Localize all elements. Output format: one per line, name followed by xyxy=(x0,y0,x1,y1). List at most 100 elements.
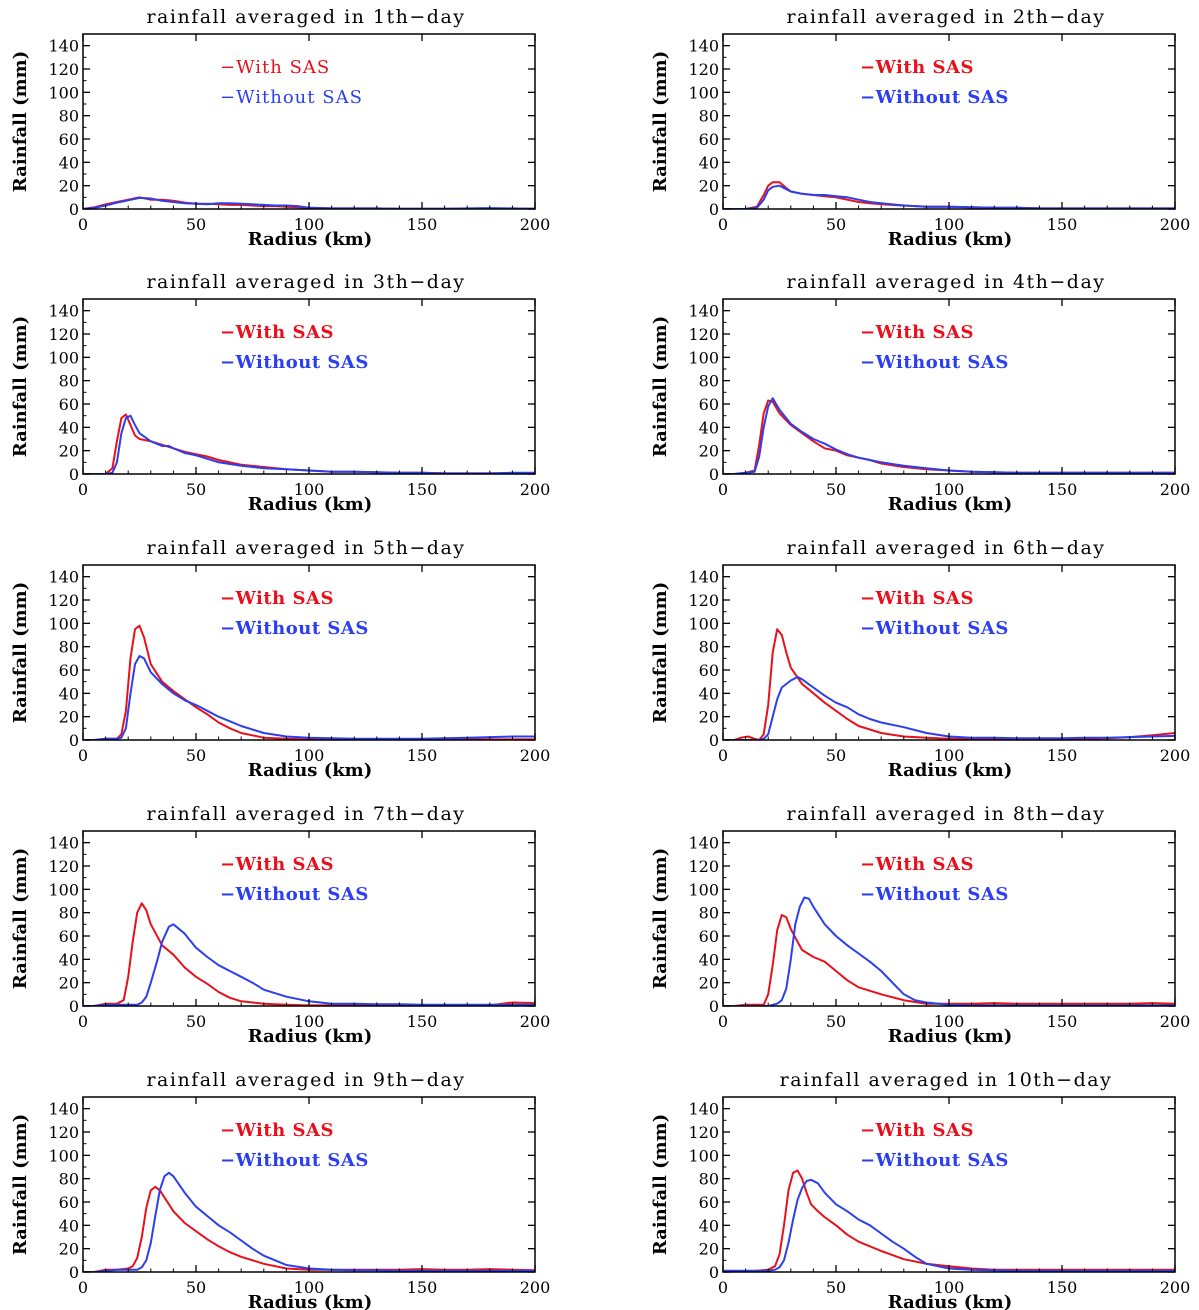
x-tick-label: 200 xyxy=(520,1012,551,1031)
x-axis-label: Radius (km) xyxy=(248,1292,373,1310)
legend-entry-without-sas: −Without SAS xyxy=(860,618,1009,639)
x-tick-label: 150 xyxy=(407,1278,438,1297)
x-tick-label: 150 xyxy=(1047,1278,1078,1297)
y-tick-label: 0 xyxy=(709,465,719,484)
x-tick-label: 50 xyxy=(826,1012,846,1031)
legend-entry-with-sas: −With SAS xyxy=(220,57,330,78)
y-tick-label: 0 xyxy=(69,997,79,1016)
x-axis-label: Radius (km) xyxy=(888,494,1013,515)
x-tick-label: 100 xyxy=(294,1012,325,1031)
y-tick-label: 140 xyxy=(688,37,719,56)
legend-entry-with-sas: −With SAS xyxy=(220,588,334,609)
y-tick-label: 120 xyxy=(48,325,79,344)
y-axis-label: Rainfall (mm) xyxy=(10,582,31,723)
y-tick-label: 140 xyxy=(688,302,719,321)
x-tick-label: 200 xyxy=(520,746,551,765)
legend-entry-without-sas: −Without SAS xyxy=(860,884,1009,905)
x-tick-label: 100 xyxy=(294,1278,325,1297)
x-tick-label: 50 xyxy=(186,746,206,765)
legend-entry-without-sas: −Without SAS xyxy=(220,1150,369,1171)
legend-entry-with-sas: −With SAS xyxy=(860,57,974,78)
y-tick-label: 0 xyxy=(709,200,719,219)
y-tick-label: 40 xyxy=(699,950,719,969)
x-tick-label: 200 xyxy=(520,480,551,499)
y-tick-label: 0 xyxy=(69,465,79,484)
series-line-with-sas xyxy=(723,399,1175,474)
legend-entry-with-sas: −With SAS xyxy=(220,854,334,875)
y-tick-label: 40 xyxy=(59,1216,79,1235)
chart-title: rainfall averaged in 2th−day xyxy=(786,6,1105,28)
chart-title: rainfall averaged in 9th−day xyxy=(146,1069,465,1091)
y-tick-label: 140 xyxy=(688,568,719,587)
x-axis-label: Radius (km) xyxy=(248,494,373,515)
y-tick-label: 40 xyxy=(699,418,719,437)
x-tick-label: 50 xyxy=(186,1012,206,1031)
y-tick-label: 80 xyxy=(59,1170,79,1189)
x-tick-label: 150 xyxy=(407,480,438,499)
x-tick-label: 0 xyxy=(718,480,728,499)
chart-title: rainfall averaged in 7th−day xyxy=(146,803,465,825)
y-axis-label: Rainfall (mm) xyxy=(650,1114,671,1255)
y-tick-label: 120 xyxy=(48,591,79,610)
legend-entry-without-sas: −Without SAS xyxy=(220,352,369,373)
x-axis-label: Radius (km) xyxy=(888,229,1013,250)
x-axis-label: Radius (km) xyxy=(888,1026,1013,1047)
chart-title: rainfall averaged in 1th−day xyxy=(146,6,465,28)
x-tick-label: 50 xyxy=(826,215,846,234)
chart-title: rainfall averaged in 10th−day xyxy=(780,1069,1113,1091)
series-line-with-sas xyxy=(83,902,535,1006)
y-tick-label: 100 xyxy=(48,614,79,633)
y-tick-label: 140 xyxy=(48,37,79,56)
series-line-without-sas xyxy=(723,896,1175,1006)
y-tick-label: 120 xyxy=(688,325,719,344)
x-tick-label: 0 xyxy=(78,480,88,499)
y-tick-label: 0 xyxy=(69,1263,79,1282)
y-axis-label: Rainfall (mm) xyxy=(10,316,31,457)
y-tick-label: 140 xyxy=(48,302,79,321)
legend-entry-with-sas: −With SAS xyxy=(220,1120,334,1141)
series-line-without-sas xyxy=(83,414,535,474)
legend-entry-with-sas: −With SAS xyxy=(220,322,334,343)
y-axis-label: Rainfall (mm) xyxy=(650,316,671,457)
x-tick-label: 0 xyxy=(718,1278,728,1297)
x-tick-label: 100 xyxy=(934,1278,965,1297)
y-axis-label: Rainfall (mm) xyxy=(650,51,671,192)
y-tick-label: 20 xyxy=(59,708,79,727)
y-tick-label: 20 xyxy=(699,442,719,461)
x-tick-label: 50 xyxy=(186,1278,206,1297)
legend-entry-with-sas: −With SAS xyxy=(860,588,974,609)
x-tick-label: 0 xyxy=(78,1012,88,1031)
y-tick-label: 100 xyxy=(48,348,79,367)
y-tick-label: 100 xyxy=(688,83,719,102)
y-tick-label: 140 xyxy=(48,834,79,853)
chart-title: rainfall averaged in 4th−day xyxy=(786,271,1105,293)
y-axis-label: Rainfall (mm) xyxy=(650,582,671,723)
y-tick-label: 100 xyxy=(48,83,79,102)
x-tick-label: 100 xyxy=(294,746,325,765)
y-tick-label: 120 xyxy=(688,857,719,876)
x-tick-label: 100 xyxy=(934,746,965,765)
y-tick-label: 40 xyxy=(59,153,79,172)
y-tick-label: 80 xyxy=(699,638,719,657)
y-tick-label: 120 xyxy=(48,857,79,876)
x-tick-label: 200 xyxy=(1160,1278,1191,1297)
series-line-with-sas xyxy=(723,1169,1175,1272)
y-tick-label: 0 xyxy=(709,997,719,1016)
y-tick-label: 40 xyxy=(699,1216,719,1235)
chart-title: rainfall averaged in 5th−day xyxy=(146,537,465,559)
y-tick-label: 40 xyxy=(699,153,719,172)
x-axis-label: Radius (km) xyxy=(248,229,373,250)
y-tick-label: 40 xyxy=(59,684,79,703)
y-tick-label: 20 xyxy=(59,974,79,993)
y-tick-label: 20 xyxy=(699,708,719,727)
y-tick-label: 40 xyxy=(699,684,719,703)
y-tick-label: 60 xyxy=(59,395,79,414)
x-tick-label: 0 xyxy=(718,1012,728,1031)
